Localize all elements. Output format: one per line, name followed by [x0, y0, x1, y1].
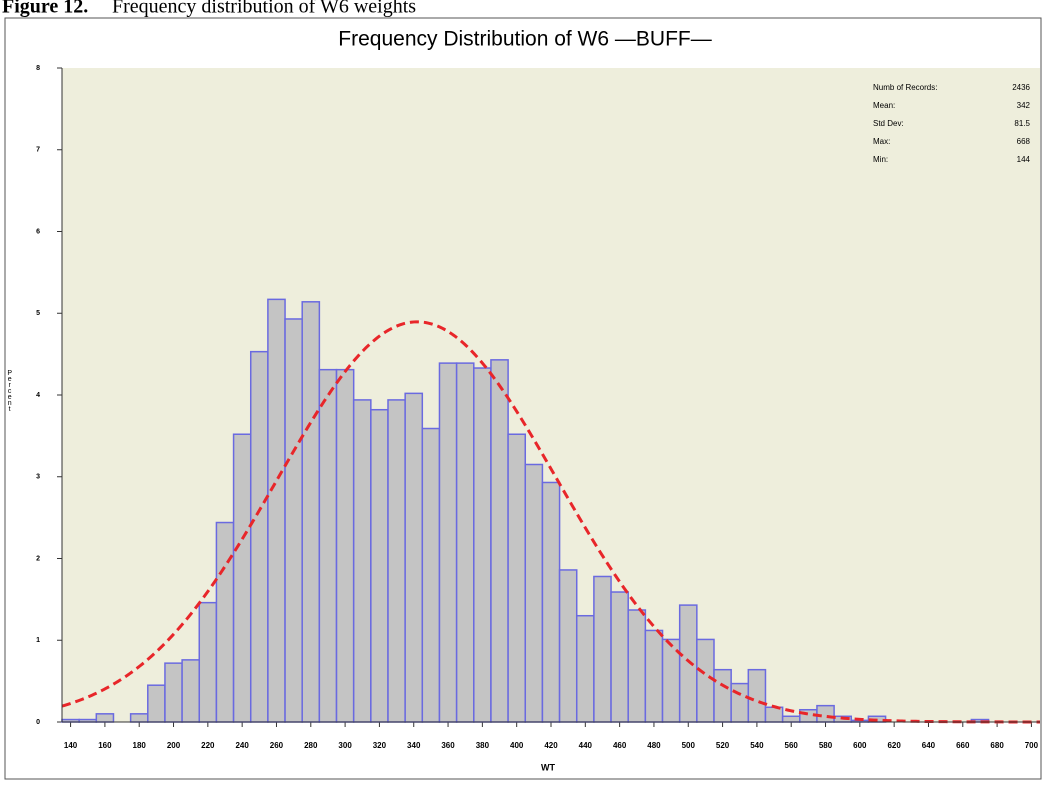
- stat-value: 81.5: [1014, 119, 1030, 128]
- y-tick-label: 4: [36, 392, 40, 399]
- x-tick-label: 580: [819, 741, 833, 750]
- x-tick-label: 660: [956, 741, 970, 750]
- bar: [318, 368, 338, 723]
- x-tick-label: 380: [476, 741, 490, 750]
- x-tick-label: 400: [510, 741, 524, 750]
- bar: [610, 591, 629, 723]
- stat-value: 342: [1017, 101, 1031, 110]
- bar: [95, 713, 115, 723]
- bar: [301, 301, 321, 723]
- bar: [490, 359, 509, 723]
- y-tick-label: 7: [36, 147, 40, 154]
- normal-curve: [61, 320, 1041, 724]
- bar: [593, 575, 612, 723]
- x-tick-label: 600: [853, 741, 867, 750]
- bar: [404, 392, 424, 723]
- y-tick-label: 2: [36, 555, 40, 562]
- x-tick-label: 520: [716, 741, 730, 750]
- x-tick-label: 560: [785, 741, 799, 750]
- bar: [575, 614, 595, 723]
- x-tick-label: 420: [544, 741, 558, 750]
- stat-value: 2436: [1012, 83, 1030, 92]
- x-tick-label: 140: [64, 741, 78, 750]
- bar: [421, 427, 441, 723]
- x-tick-label: 460: [613, 741, 627, 750]
- stat-label: Numb of Records:: [873, 83, 937, 92]
- y-tick-label: 6: [36, 228, 40, 235]
- x-tick-label: 320: [373, 741, 387, 750]
- bar: [473, 367, 492, 723]
- bar: [713, 668, 732, 723]
- bar: [507, 433, 527, 723]
- y-tick-label: 5: [36, 310, 40, 317]
- bar: [370, 408, 389, 723]
- x-tick-label: 620: [887, 741, 901, 750]
- bar: [816, 704, 835, 723]
- figure-caption: Frequency distribution of W6 weights: [112, 0, 416, 18]
- bar: [164, 662, 183, 723]
- x-tick-label: 680: [990, 741, 1004, 750]
- y-axis-label: Percent: [6, 370, 13, 412]
- stat-label: Mean:: [873, 101, 895, 110]
- x-tick-label: 480: [647, 741, 661, 750]
- bar: [541, 481, 561, 723]
- x-tick-label: 280: [304, 741, 318, 750]
- x-tick-label: 360: [441, 741, 455, 750]
- x-tick-label: 500: [682, 741, 696, 750]
- x-tick-label: 300: [338, 741, 352, 750]
- stat-label: Std Dev:: [873, 119, 904, 128]
- stat-label: Max:: [873, 137, 890, 146]
- bar: [198, 601, 218, 723]
- x-tick-label: 540: [750, 741, 764, 750]
- stat-value: 144: [1017, 155, 1031, 164]
- x-axis-label: WT: [541, 762, 555, 772]
- x-tick-label: 700: [1025, 741, 1039, 750]
- bar: [781, 715, 801, 723]
- bar: [730, 682, 750, 723]
- bar: [627, 609, 647, 723]
- x-tick-label: 260: [270, 741, 284, 750]
- bar: [249, 350, 269, 723]
- bar: [747, 668, 767, 723]
- bar: [352, 399, 372, 723]
- bar: [147, 684, 166, 723]
- chart-title: Frequency Distribution of W6 —BUFF—: [338, 28, 711, 51]
- bar: [696, 638, 715, 723]
- figure-label: Figure 12.: [2, 0, 88, 18]
- bar: [129, 713, 149, 723]
- stat-label: Min:: [873, 155, 888, 164]
- x-tick-label: 640: [922, 741, 936, 750]
- bar: [644, 629, 664, 723]
- bar: [181, 659, 201, 723]
- bar: [558, 569, 578, 723]
- bar: [524, 463, 544, 723]
- bar: [438, 362, 458, 723]
- bar: [284, 318, 303, 723]
- x-tick-label: 440: [579, 741, 593, 750]
- bar: [455, 362, 475, 723]
- x-tick-label: 240: [235, 741, 249, 750]
- x-tick-label: 180: [133, 741, 147, 750]
- y-tick-label: 8: [36, 65, 40, 72]
- y-tick-label: 3: [36, 474, 40, 481]
- y-tick-label: 1: [36, 637, 40, 644]
- bar: [267, 298, 286, 723]
- bar: [335, 368, 355, 723]
- x-tick-label: 340: [407, 741, 421, 750]
- bar: [387, 399, 406, 723]
- x-tick-label: 160: [98, 741, 112, 750]
- x-tick-label: 220: [201, 741, 215, 750]
- x-tick-label: 200: [167, 741, 181, 750]
- bar: [232, 433, 252, 723]
- y-tick-label: 0: [36, 719, 40, 726]
- bar: [678, 604, 698, 723]
- bar: [215, 521, 235, 723]
- stat-value: 668: [1017, 137, 1031, 146]
